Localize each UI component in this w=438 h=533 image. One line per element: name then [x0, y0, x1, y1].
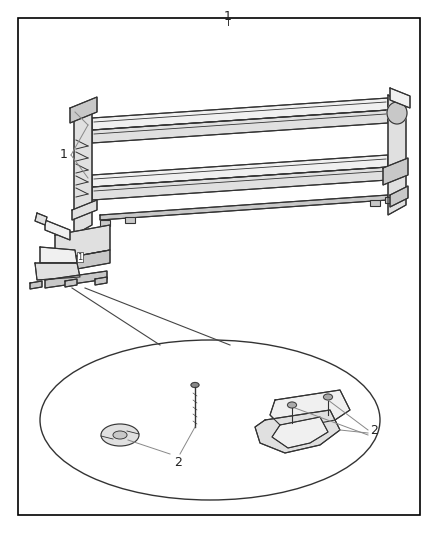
Polygon shape	[383, 158, 408, 185]
Text: 2: 2	[174, 456, 182, 469]
Polygon shape	[272, 417, 328, 448]
Polygon shape	[125, 217, 135, 223]
Polygon shape	[40, 247, 77, 263]
Polygon shape	[92, 167, 388, 200]
Polygon shape	[95, 277, 107, 285]
Ellipse shape	[40, 340, 380, 500]
Ellipse shape	[387, 102, 407, 124]
Polygon shape	[390, 88, 410, 108]
Polygon shape	[30, 281, 42, 289]
Text: 1: 1	[60, 149, 68, 161]
Ellipse shape	[113, 431, 127, 439]
Polygon shape	[390, 186, 408, 207]
Ellipse shape	[191, 383, 199, 387]
Polygon shape	[385, 197, 395, 203]
Polygon shape	[270, 390, 350, 430]
Polygon shape	[35, 213, 47, 225]
Polygon shape	[45, 271, 107, 288]
Polygon shape	[55, 225, 110, 260]
Polygon shape	[74, 105, 92, 235]
Polygon shape	[388, 95, 406, 215]
Ellipse shape	[324, 394, 332, 400]
Polygon shape	[92, 155, 388, 187]
Polygon shape	[92, 110, 388, 143]
Polygon shape	[92, 98, 388, 130]
Polygon shape	[100, 195, 388, 220]
Polygon shape	[72, 200, 97, 220]
Polygon shape	[35, 263, 80, 280]
Text: 1: 1	[224, 10, 232, 23]
Polygon shape	[55, 250, 110, 273]
Polygon shape	[65, 279, 77, 287]
Text: 2: 2	[370, 424, 378, 437]
Ellipse shape	[287, 402, 297, 408]
Ellipse shape	[101, 424, 139, 446]
Polygon shape	[370, 200, 380, 206]
Polygon shape	[255, 410, 340, 453]
Polygon shape	[70, 97, 97, 123]
Text: 1: 1	[78, 253, 83, 262]
Polygon shape	[45, 220, 70, 240]
Polygon shape	[100, 220, 110, 226]
